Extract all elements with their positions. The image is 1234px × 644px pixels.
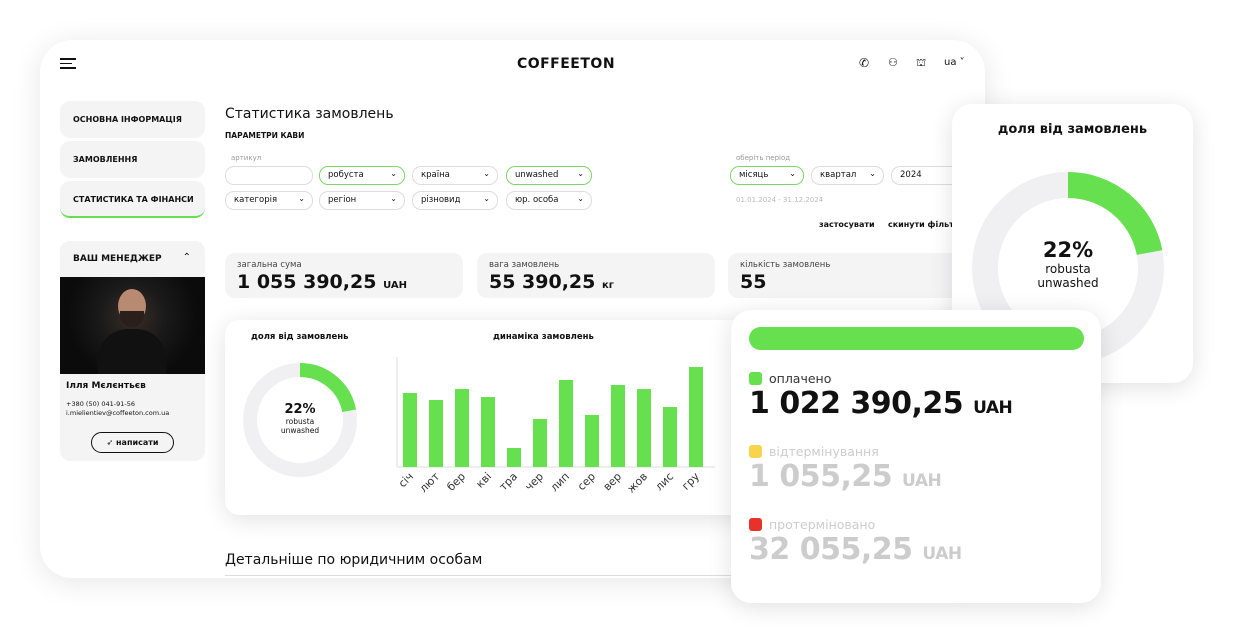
bar-chart-title: динаміка замовлень	[493, 332, 594, 342]
phone-icon[interactable]: ✆	[859, 56, 870, 70]
manager-name: Ілля Мєлєнтьєв	[66, 381, 146, 391]
chevron-down-icon: ⌄	[789, 169, 796, 178]
bar-сер	[585, 415, 599, 467]
x-tick-label: вер	[601, 470, 625, 494]
reset-filters-button[interactable]: скинути фільтри	[888, 220, 966, 229]
chevron-down-icon: ⌄	[298, 194, 305, 203]
deferred-legend-swatch	[749, 445, 762, 458]
manager-phone[interactable]: +380 (50) 041-91-56	[66, 400, 135, 408]
share-overlay-segment	[972, 172, 1164, 364]
stat-weight: вага замовлень 55 390,25 кг	[477, 253, 715, 298]
cart-icon[interactable]: ⛫	[916, 56, 927, 69]
paid-block: оплачено 1 022 390,25 UAH	[749, 371, 1013, 421]
category-select[interactable]: категорія ⌄	[225, 191, 313, 210]
month-select[interactable]: місяць ⌄	[730, 166, 804, 185]
x-tick-label: тра	[497, 470, 520, 493]
apply-button[interactable]: застосувати	[819, 220, 875, 229]
manager-photo	[60, 277, 205, 374]
payments-progress	[749, 327, 1084, 350]
x-tick-label: гру	[679, 470, 702, 493]
share-label: 22% robusta unwashed	[280, 402, 320, 435]
chevron-up-icon[interactable]: ⌃	[182, 252, 191, 263]
date-range: 01.01.2024 - 31.12.2024	[736, 196, 824, 204]
legal-entity-select[interactable]: юр. особа ⌄	[506, 191, 592, 210]
stat-count: кількість замовлень 55	[728, 253, 966, 298]
write-button[interactable]: ➶ написати	[91, 432, 174, 453]
share-title: доля від замовлень	[251, 332, 349, 342]
manager-card: ВАШ МЕНЕДЖЕР ⌃ Ілля Мєлєнтьєв +380 (50) …	[60, 241, 205, 461]
share-donut	[243, 363, 357, 477]
divider	[225, 575, 985, 576]
charts-card: доля від замовлень 22% robusta unwashed …	[225, 320, 745, 515]
x-tick-label: кві	[473, 470, 494, 491]
page-title: Статистика замовлень	[225, 106, 394, 122]
overdue-block: протерміновано 32 055,25 UAH	[749, 517, 962, 567]
menu-icon[interactable]	[60, 58, 76, 69]
article-label: артикул	[231, 154, 262, 162]
bar-chart: січ лют бер кві тра чер лип сер вер жов лис гру	[396, 357, 715, 496]
sidebar-item-statistics[interactable]: СТАТИСТИКА ТА ФІНАНСИ	[60, 181, 205, 218]
user-icon[interactable]: ⚇	[888, 56, 898, 69]
quarter-select[interactable]: квартал ⌄	[811, 166, 884, 185]
x-tick-label: лип	[548, 470, 572, 494]
bar-січ	[403, 393, 417, 467]
bar-жов	[637, 389, 651, 467]
app-window: COFFEETON ✆ ⚇ ⛫ ua ˅ ОСНОВНА ІНФОРМАЦІЯ …	[40, 40, 985, 578]
bar-тра	[507, 448, 521, 467]
chevron-down-icon: ⌄	[577, 194, 584, 203]
payments-card: оплачено 1 022 390,25 UAH відтермінуванн…	[731, 310, 1101, 603]
processing-select[interactable]: unwashed ⌄	[506, 166, 592, 185]
chevron-down-icon: ⌄	[869, 169, 876, 178]
chevron-down-icon: ⌄	[483, 194, 490, 203]
bar-кві	[481, 397, 495, 467]
year-select[interactable]: 2024	[891, 166, 971, 185]
legal-entities-heading: Детальніше по юридичним особам	[225, 552, 483, 568]
share-donut-segment	[243, 363, 357, 477]
sidebar-item-orders[interactable]: ЗАМОВЛЕННЯ	[60, 141, 205, 178]
overdue-legend-swatch	[749, 518, 762, 531]
chevron-down-icon: ⌄	[577, 169, 584, 178]
share-overlay-label: 22% robusta unwashed	[1037, 238, 1099, 290]
section-subtitle: ПАРАМЕТРИ КАВИ	[225, 131, 305, 140]
bar-лют	[429, 400, 443, 467]
bar-лис	[663, 407, 677, 467]
x-tick-label: січ	[396, 470, 416, 490]
bar-гру	[689, 367, 703, 467]
x-tick-label: чер	[523, 470, 547, 494]
country-select[interactable]: країна ⌄	[412, 166, 498, 185]
paid-legend-swatch	[749, 372, 762, 385]
manager-email[interactable]: i.mielientiev@coffeeton.com.ua	[66, 409, 170, 417]
send-icon: ➶	[106, 438, 117, 447]
period-label: оберіть період	[736, 154, 791, 162]
manager-title: ВАШ МЕНЕДЖЕР	[73, 254, 162, 264]
share-overlay-title: доля від замовлень	[997, 122, 1148, 137]
sidebar-item-main-info[interactable]: ОСНОВНА ІНФОРМАЦІЯ	[60, 101, 205, 138]
variety-select[interactable]: різновид ⌄	[412, 191, 498, 210]
logo[interactable]: COFFEETON	[516, 56, 616, 72]
article-input[interactable]	[225, 166, 313, 185]
x-tick-label: жов	[625, 470, 651, 496]
bar-вер	[611, 385, 625, 467]
stat-total-sum: загальна сума 1 055 390,25 UAH	[225, 253, 463, 298]
x-tick-label: лют	[417, 470, 443, 496]
x-tick-label: сер	[575, 470, 598, 493]
chevron-down-icon: ⌄	[483, 169, 490, 178]
type-select[interactable]: робуста ⌄	[319, 166, 405, 185]
language-select[interactable]: ua ˅	[944, 57, 965, 68]
bar-лип	[559, 380, 573, 467]
deferred-block: відтермінування 1 055,25 UAH	[749, 444, 942, 494]
x-tick-label: бер	[444, 470, 468, 494]
chevron-down-icon: ⌄	[390, 169, 397, 178]
bar-чер	[533, 419, 547, 467]
bar-бер	[455, 389, 469, 467]
region-select[interactable]: регіон ⌄	[319, 191, 405, 210]
x-tick-label: лис	[653, 470, 677, 494]
chevron-down-icon: ⌄	[390, 194, 397, 203]
